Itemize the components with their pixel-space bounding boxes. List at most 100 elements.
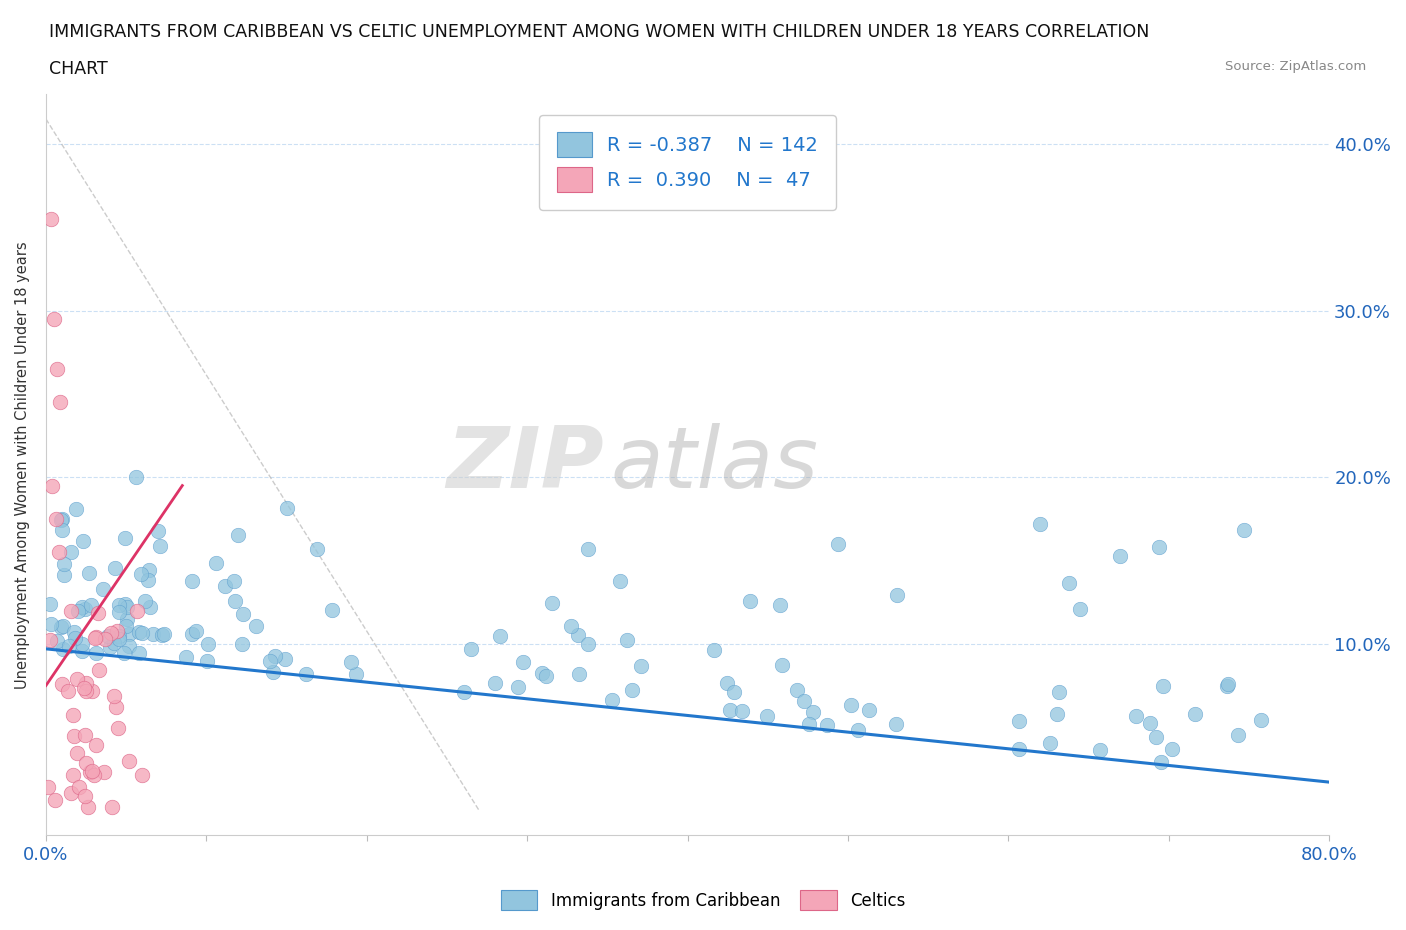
Point xyxy=(534,669,557,684)
Point xyxy=(79,764,101,779)
Point xyxy=(104,700,127,715)
Point xyxy=(104,560,127,575)
Point xyxy=(39,211,62,226)
Point xyxy=(82,684,104,698)
Point xyxy=(38,633,60,648)
Point xyxy=(769,598,792,613)
Text: CHART: CHART xyxy=(49,60,108,78)
Point xyxy=(1029,517,1052,532)
Point xyxy=(44,792,66,807)
Point xyxy=(149,538,172,553)
Point xyxy=(1090,743,1112,758)
Point xyxy=(91,582,114,597)
Point xyxy=(51,676,73,691)
Point xyxy=(75,684,97,698)
Point xyxy=(1059,575,1081,590)
Point xyxy=(224,593,246,608)
Point xyxy=(127,603,149,618)
Point xyxy=(602,693,624,708)
Point xyxy=(72,600,94,615)
Point xyxy=(49,395,72,410)
Point xyxy=(46,362,69,377)
Point xyxy=(1161,741,1184,756)
Point xyxy=(150,627,173,642)
Point xyxy=(66,746,89,761)
Point xyxy=(567,628,589,643)
Point xyxy=(839,698,862,712)
Point xyxy=(76,800,98,815)
Point xyxy=(568,666,591,681)
Point xyxy=(114,597,136,612)
Point xyxy=(77,566,100,581)
Point xyxy=(884,716,907,731)
Point xyxy=(131,767,153,782)
Text: IMMIGRANTS FROM CARIBBEAN VS CELTIC UNEMPLOYMENT AMONG WOMEN WITH CHILDREN UNDER: IMMIGRANTS FROM CARIBBEAN VS CELTIC UNEM… xyxy=(49,23,1150,41)
Point xyxy=(609,574,631,589)
Point xyxy=(65,502,87,517)
Point xyxy=(100,626,122,641)
Point xyxy=(75,676,97,691)
Point xyxy=(108,604,131,619)
Point xyxy=(1108,549,1130,564)
Point xyxy=(73,789,96,804)
Point xyxy=(39,617,62,631)
Point xyxy=(731,704,754,719)
Point xyxy=(115,611,138,626)
Point xyxy=(541,596,564,611)
Point xyxy=(226,527,249,542)
Point xyxy=(827,537,849,551)
Point xyxy=(129,566,152,581)
Point xyxy=(62,768,84,783)
Point xyxy=(1039,736,1062,751)
Point xyxy=(51,512,73,526)
Point xyxy=(97,629,120,644)
Legend: R = -0.387    N = 142, R =  0.390    N =  47: R = -0.387 N = 142, R = 0.390 N = 47 xyxy=(540,115,835,209)
Point xyxy=(51,523,73,538)
Point xyxy=(786,683,808,698)
Point xyxy=(60,545,83,560)
Point xyxy=(181,627,204,642)
Point xyxy=(321,603,343,618)
Point xyxy=(245,618,267,633)
Point xyxy=(52,642,75,657)
Point xyxy=(1233,522,1256,537)
Point xyxy=(93,764,115,779)
Point xyxy=(1216,676,1239,691)
Point xyxy=(125,470,148,485)
Point xyxy=(83,631,105,645)
Point xyxy=(128,645,150,660)
Point xyxy=(66,604,89,618)
Point xyxy=(63,631,86,646)
Point xyxy=(453,684,475,699)
Point xyxy=(801,704,824,719)
Point xyxy=(1139,715,1161,730)
Point xyxy=(52,618,75,633)
Point xyxy=(232,607,254,622)
Point xyxy=(174,649,197,664)
Point xyxy=(294,667,316,682)
Point xyxy=(62,729,84,744)
Point xyxy=(53,567,76,582)
Point xyxy=(222,574,245,589)
Point xyxy=(118,638,141,653)
Point xyxy=(101,800,124,815)
Point xyxy=(114,530,136,545)
Point xyxy=(630,658,652,673)
Point xyxy=(263,648,285,663)
Point xyxy=(205,555,228,570)
Point xyxy=(89,663,111,678)
Point xyxy=(141,627,163,642)
Point xyxy=(41,478,63,493)
Point xyxy=(307,541,329,556)
Point xyxy=(66,671,89,686)
Point xyxy=(67,780,90,795)
Point xyxy=(87,605,110,620)
Point xyxy=(344,666,367,681)
Point xyxy=(1147,539,1170,554)
Point xyxy=(846,723,869,737)
Point xyxy=(512,655,534,670)
Point xyxy=(262,664,284,679)
Point xyxy=(103,688,125,703)
Point xyxy=(815,717,838,732)
Point xyxy=(63,625,86,640)
